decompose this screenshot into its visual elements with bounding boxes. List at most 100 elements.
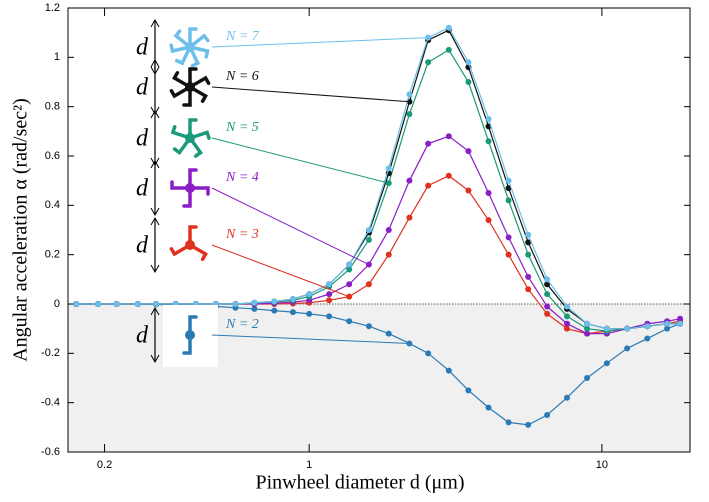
pinwheel-arm xyxy=(188,130,211,140)
data-point xyxy=(544,310,551,317)
pinwheel-arm xyxy=(172,71,192,89)
data-point xyxy=(134,301,141,307)
data-point xyxy=(153,301,160,307)
data-point xyxy=(505,419,512,426)
data-point xyxy=(544,291,551,298)
data-point xyxy=(365,236,372,243)
data-point xyxy=(485,116,492,122)
data-point xyxy=(306,310,313,317)
size-label: d xyxy=(136,126,149,152)
data-point xyxy=(584,375,591,381)
pinwheel-arm xyxy=(188,136,204,158)
pinwheel-hub xyxy=(185,330,195,340)
data-point xyxy=(465,59,472,66)
pinwheel-hub xyxy=(185,133,195,143)
data-point xyxy=(485,404,492,411)
leader-line xyxy=(211,334,410,344)
data-point xyxy=(584,330,591,337)
data-point xyxy=(677,315,684,322)
pinwheel-arm xyxy=(172,136,192,156)
data-point xyxy=(525,251,532,258)
data-point xyxy=(113,301,120,307)
data-point xyxy=(544,281,551,288)
pinwheel-hub xyxy=(185,240,195,250)
x-tick-label: 1 xyxy=(306,459,312,471)
data-point xyxy=(425,182,432,189)
leader-line xyxy=(211,137,389,184)
legend-label: N = 7 xyxy=(225,29,260,44)
data-point xyxy=(544,412,551,418)
pinwheel-icon xyxy=(169,27,210,68)
data-point xyxy=(346,281,353,288)
data-point xyxy=(525,286,532,293)
data-point xyxy=(603,360,610,367)
y-tick-label: 1 xyxy=(54,51,60,63)
pinwheel-icon xyxy=(182,315,198,355)
pinwheel-arm xyxy=(182,186,192,208)
data-point xyxy=(326,313,333,320)
leader-line xyxy=(211,187,370,265)
data-point xyxy=(346,266,353,273)
arrow-head xyxy=(150,58,160,68)
y-tick-label: 0 xyxy=(54,298,60,310)
y-tick-label: -0.6 xyxy=(41,446,60,458)
pinwheel-arm xyxy=(188,67,198,89)
data-point xyxy=(465,387,472,394)
arrow-head xyxy=(150,109,160,119)
data-point xyxy=(425,140,432,147)
data-point xyxy=(505,234,512,241)
data-point xyxy=(544,303,551,310)
pinwheel-arm xyxy=(169,43,192,54)
data-point xyxy=(251,305,258,312)
data-point xyxy=(306,291,313,298)
y-axis-label: Angular acceleration α (rad/sec²) xyxy=(10,98,32,362)
data-point xyxy=(465,187,472,194)
data-point xyxy=(289,309,296,316)
data-point xyxy=(385,165,392,172)
size-label: d xyxy=(136,35,149,61)
size-label: d xyxy=(136,75,149,101)
data-point xyxy=(465,148,472,155)
plot-frame xyxy=(67,7,691,453)
data-point xyxy=(365,281,372,288)
data-point xyxy=(624,325,631,332)
arrow-head xyxy=(150,264,160,274)
pinwheel-arm xyxy=(170,180,192,190)
pinwheel-arm xyxy=(188,186,210,196)
pinwheel-arm xyxy=(170,124,192,140)
data-point xyxy=(326,281,333,288)
data-point xyxy=(445,24,452,31)
pinwheel-arm xyxy=(188,225,198,247)
data-point xyxy=(584,320,591,327)
arrow-head xyxy=(150,207,160,217)
data-point xyxy=(232,301,239,307)
data-point xyxy=(525,231,532,238)
pinwheel-arm xyxy=(173,29,192,49)
data-point xyxy=(346,261,353,268)
arrow-head xyxy=(150,159,160,169)
pinwheel-arm xyxy=(188,168,198,190)
pinwheel-hub xyxy=(185,42,195,52)
data-point xyxy=(271,307,278,314)
data-point xyxy=(677,320,684,327)
data-point xyxy=(445,46,452,53)
data-point xyxy=(365,323,372,330)
data-point xyxy=(385,330,392,337)
data-point xyxy=(326,297,333,304)
data-point xyxy=(271,298,278,305)
legend-label: N = 5 xyxy=(225,120,259,135)
data-point xyxy=(406,177,413,184)
pinwheel-arm xyxy=(188,27,198,49)
pinwheel-arm xyxy=(182,333,192,355)
size-label: d xyxy=(136,323,149,349)
data-point xyxy=(406,214,413,221)
leader-line xyxy=(211,37,429,48)
pinwheel-arm xyxy=(182,85,192,107)
x-tick-label: 10 xyxy=(596,459,608,471)
data-point xyxy=(563,303,570,310)
pinwheel-hub xyxy=(185,82,195,92)
data-point xyxy=(525,239,532,246)
pinwheel-arm xyxy=(175,45,192,66)
data-point xyxy=(505,197,512,204)
